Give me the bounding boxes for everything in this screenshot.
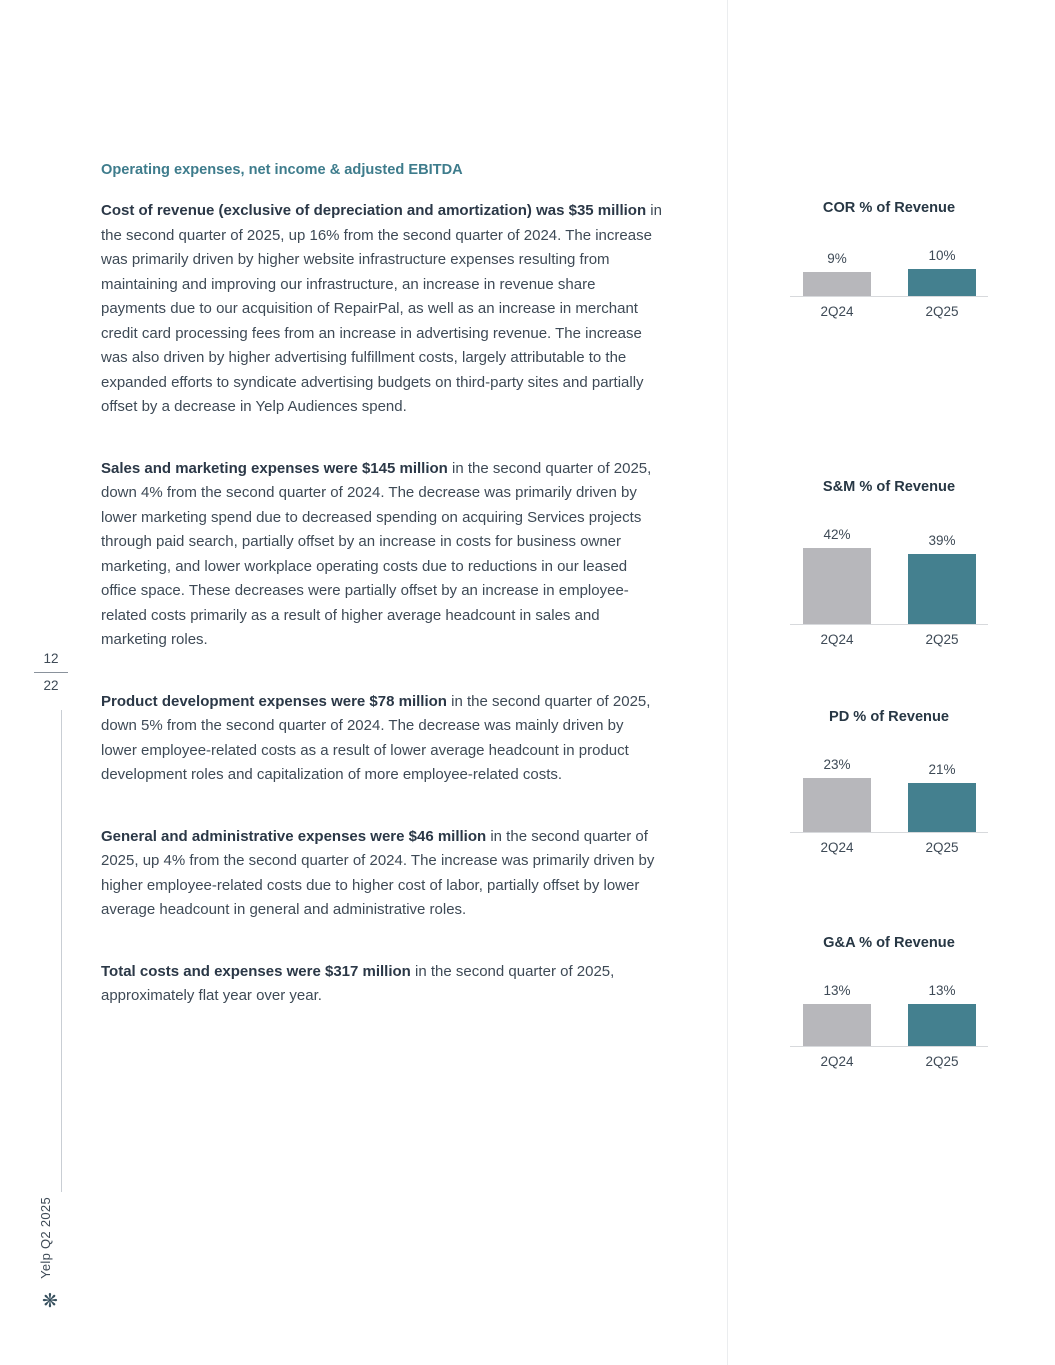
page-number-current: 12 xyxy=(43,651,59,666)
chart-plot-area: 42% 39% xyxy=(790,521,988,625)
bar-group-2q24: 42% xyxy=(803,527,871,624)
bar-value-label: 21% xyxy=(928,762,956,777)
bar-group-2q25: 13% xyxy=(908,983,976,1046)
category-label: 2Q25 xyxy=(925,632,959,647)
category-label: 2Q24 xyxy=(820,304,854,319)
bar-group-2q25: 39% xyxy=(908,533,976,624)
chart-category-axis: 2Q24 2Q25 xyxy=(790,840,988,855)
chart-cor-percent-of-revenue: COR % of Revenue 9% 10% 2Q24 2Q25 xyxy=(790,199,988,319)
bar-value-label: 10% xyxy=(928,248,956,263)
paragraph-product-development: Product development expenses were $78 mi… xyxy=(101,690,662,788)
chart-ga-percent-of-revenue: G&A % of Revenue 13% 13% 2Q24 2Q25 xyxy=(790,934,988,1069)
report-label-vertical: Yelp Q2 2025 xyxy=(38,1197,53,1279)
bar-value-label: 13% xyxy=(928,983,956,998)
chart-title: PD % of Revenue xyxy=(828,709,950,725)
paragraph-lead-bold: General and administrative expenses were… xyxy=(101,827,487,845)
page-number-total: 22 xyxy=(43,678,59,693)
chart-plot-area: 9% 10% xyxy=(790,242,988,297)
chart-plot-area: 23% 21% xyxy=(790,751,988,833)
category-label: 2Q25 xyxy=(925,840,959,855)
bar-value-label: 39% xyxy=(928,533,956,548)
chart-category-axis: 2Q24 2Q25 xyxy=(790,1054,988,1069)
bar-group-2q24: 13% xyxy=(803,983,871,1046)
bar-2q25 xyxy=(908,554,976,624)
bar-2q24 xyxy=(803,548,871,624)
category-label: 2Q24 xyxy=(820,840,854,855)
bar-group-2q24: 23% xyxy=(803,757,871,832)
content-chart-divider xyxy=(727,0,728,1365)
paragraph-lead-bold: Total costs and expenses were $317 milli… xyxy=(101,962,411,980)
chart-sm-percent-of-revenue: S&M % of Revenue 42% 39% 2Q24 2Q25 xyxy=(790,478,988,647)
bar-value-label: 13% xyxy=(823,983,851,998)
paragraph-body-text: in the second quarter of 2025, down 4% f… xyxy=(101,459,652,649)
chart-plot-area: 13% 13% xyxy=(790,977,988,1047)
bar-2q25 xyxy=(908,1004,976,1046)
paragraph-body-text: in the second quarter of 2025, up 4% fro… xyxy=(101,827,655,919)
bar-2q25 xyxy=(908,783,976,832)
chart-title: S&M % of Revenue xyxy=(822,479,956,495)
category-label: 2Q25 xyxy=(925,1054,959,1069)
paragraph-sales-marketing: Sales and marketing expenses were $145 m… xyxy=(101,457,662,653)
chart-category-axis: 2Q24 2Q25 xyxy=(790,632,988,647)
main-content: Operating expenses, net income & adjuste… xyxy=(101,162,662,1046)
bar-value-label: 42% xyxy=(823,527,851,542)
bar-2q24 xyxy=(803,1004,871,1046)
bar-group-2q25: 21% xyxy=(908,762,976,832)
page-fraction-rule xyxy=(34,672,68,673)
page-indicator: 12 22 xyxy=(34,650,68,695)
paragraph-cost-of-revenue: Cost of revenue (exclusive of depreciati… xyxy=(101,199,662,420)
left-rail-rule xyxy=(61,710,62,1192)
category-label: 2Q24 xyxy=(820,1054,854,1069)
paragraph-lead-bold: Cost of revenue (exclusive of depreciati… xyxy=(101,202,647,219)
chart-title: G&A % of Revenue xyxy=(823,935,955,951)
chart-title: COR % of Revenue xyxy=(822,200,956,216)
paragraph-general-administrative: General and administrative expenses were… xyxy=(101,825,662,923)
paragraph-body-text: in the second quarter of 2025, approxima… xyxy=(101,962,615,1005)
chart-pd-percent-of-revenue: PD % of Revenue 23% 21% 2Q24 2Q25 xyxy=(790,708,988,855)
chart-category-axis: 2Q24 2Q25 xyxy=(790,304,988,319)
paragraph-lead-bold: Sales and marketing expenses were $145 m… xyxy=(101,459,448,477)
bar-2q25 xyxy=(908,269,976,296)
paragraph-body-text: in the second quarter of 2025, up 16% fr… xyxy=(101,202,662,415)
section-heading: Operating expenses, net income & adjuste… xyxy=(101,162,463,178)
bar-2q24 xyxy=(803,272,871,296)
bar-group-2q24: 9% xyxy=(803,251,871,296)
bar-value-label: 9% xyxy=(827,251,847,266)
yelp-logo-icon: ❋ xyxy=(42,1291,58,1312)
paragraph-body-text: in the second quarter of 2025, down 5% f… xyxy=(101,692,651,784)
paragraph-lead-bold: Product development expenses were $78 mi… xyxy=(101,692,447,710)
category-label: 2Q24 xyxy=(820,632,854,647)
bar-value-label: 23% xyxy=(823,757,851,772)
paragraph-total-costs: Total costs and expenses were $317 milli… xyxy=(101,960,662,1009)
category-label: 2Q25 xyxy=(925,304,959,319)
bar-group-2q25: 10% xyxy=(908,248,976,296)
bar-2q24 xyxy=(803,778,871,832)
